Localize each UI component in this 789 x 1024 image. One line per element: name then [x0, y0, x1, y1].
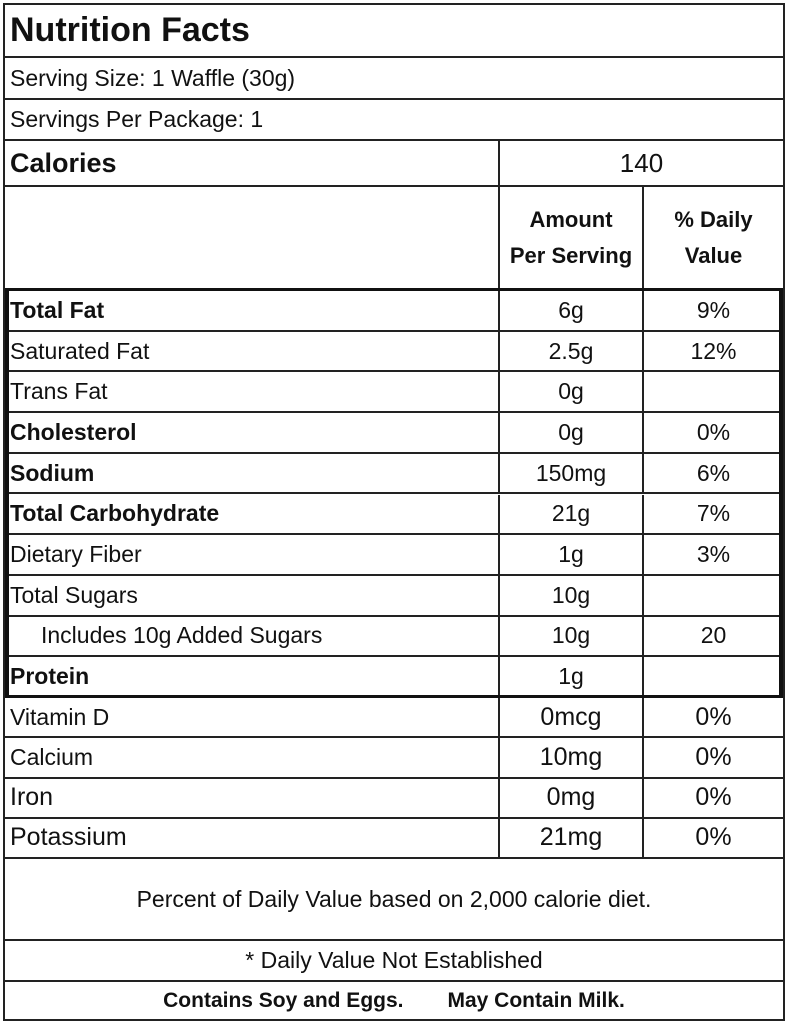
nutrient-daily-value: 20	[642, 616, 783, 656]
calories-value: 140	[498, 141, 783, 185]
vitamin-row: Potassium 21mg 0%	[5, 818, 783, 859]
nutrient-daily-value: 0%	[642, 818, 783, 857]
nutrition-label: Nutrition Facts Serving Size: 1 Waffle (…	[3, 3, 785, 1021]
nutrient-daily-value: 0%	[642, 738, 783, 777]
nutrient-name: Sodium	[10, 459, 95, 486]
nutrient-name: Saturated Fat	[10, 337, 150, 364]
nutrient-amount: 2.5g	[498, 331, 642, 371]
nutrient-row: Total Fat 6g 9%	[5, 291, 783, 332]
vitamin-row: Iron 0mg 0%	[5, 778, 783, 819]
nutrient-daily-value: 6%	[642, 453, 783, 493]
column-header-row: Amount Per Serving % Daily Value	[5, 187, 783, 291]
daily-value-header: % Daily Value	[642, 187, 783, 288]
nutrient-amount: 0mg	[498, 778, 642, 817]
nutrient-amount: 10g	[498, 616, 642, 656]
nutrient-daily-value: 7%	[642, 494, 783, 534]
nutrient-name: Calcium	[10, 743, 94, 770]
nutrient-row: Includes 10g Added Sugars 10g 20	[5, 616, 783, 658]
vitamin-row: Vitamin D 0mcg 0%	[5, 698, 783, 739]
servings-per-package: Servings Per Package: 1	[10, 106, 264, 132]
label-title: Nutrition Facts	[10, 11, 250, 49]
may-contain-statement: May Contain Milk.	[447, 988, 625, 1012]
nutrient-name: Includes 10g Added Sugars	[41, 622, 323, 649]
nutrient-daily-value	[642, 575, 783, 615]
nutrient-daily-value	[642, 372, 783, 412]
amount-header: Amount Per Serving	[498, 187, 642, 288]
nutrient-name: Total Carbohydrate	[10, 500, 220, 527]
nutrient-amount: 21g	[498, 494, 642, 534]
nutrient-amount: 1g	[498, 657, 642, 695]
nutrient-daily-value: 9%	[642, 291, 783, 330]
nutrient-row: Total Carbohydrate 21g 7%	[5, 494, 783, 536]
nutrient-row: Saturated Fat 2.5g 12%	[5, 331, 783, 373]
nutrient-name: Total Fat	[10, 296, 105, 323]
nutrient-name: Potassium	[10, 823, 127, 852]
nutrient-amount: 6g	[498, 291, 642, 330]
contains-statement: Contains Soy and Eggs.	[163, 988, 404, 1012]
nutrient-name: Trans Fat	[10, 378, 108, 405]
nutrient-amount: 1g	[498, 535, 642, 574]
nutrient-daily-value: 0%	[642, 698, 783, 737]
nutrient-name: Vitamin D	[10, 703, 110, 730]
nutrient-row: Total Sugars 10g	[5, 575, 783, 617]
nutrient-block-left-border	[5, 291, 9, 698]
nutrient-amount: 10g	[498, 575, 642, 615]
nutrient-name: Dietary Fiber	[10, 541, 142, 568]
nutrient-row: Cholesterol 0g 0%	[5, 413, 783, 454]
nutrient-amount: 0mcg	[498, 698, 642, 737]
allergen-row: Contains Soy and Eggs. May Contain Milk.	[5, 982, 783, 1019]
nutrient-amount: 21mg	[498, 818, 642, 857]
nutrient-daily-value: 0%	[642, 413, 783, 452]
nutrient-amount: 10mg	[498, 738, 642, 777]
daily-value-footnote: Percent of Daily Value based on 2,000 ca…	[136, 885, 652, 912]
nutrient-amount: 0g	[498, 372, 642, 412]
vitamin-row: Calcium 10mg 0%	[5, 738, 783, 779]
nutrient-name: Cholesterol	[10, 418, 137, 445]
footnote-row: Percent of Daily Value based on 2,000 ca…	[5, 859, 783, 941]
nutrient-amount: 0g	[498, 413, 642, 452]
serving-size: Serving Size: 1 Waffle (30g)	[10, 64, 296, 91]
nutrient-name: Total Sugars	[10, 581, 138, 608]
title-row: Nutrition Facts	[5, 5, 783, 58]
nutrient-row: Dietary Fiber 1g 3%	[5, 535, 783, 576]
nutrient-daily-value: 0%	[642, 778, 783, 817]
allergen-statement: Contains Soy and Eggs. May Contain Milk.	[5, 982, 783, 1019]
nutrient-daily-value: 12%	[642, 331, 783, 371]
nutrient-row: Trans Fat 0g	[5, 372, 783, 414]
header-blank	[5, 187, 498, 288]
not-established-note: * Daily Value Not Established	[245, 947, 543, 973]
serving-size-row: Serving Size: 1 Waffle (30g)	[5, 58, 783, 100]
nutrient-name: Iron	[10, 783, 54, 812]
not-established-row: * Daily Value Not Established	[5, 941, 783, 982]
nutrient-daily-value	[642, 657, 783, 695]
nutrient-amount: 150mg	[498, 453, 642, 493]
nutrient-daily-value: 3%	[642, 535, 783, 574]
calories-row: Calories 140	[5, 141, 783, 187]
nutrient-name: Protein	[10, 662, 90, 689]
nutrient-block-right-border	[779, 291, 783, 698]
calories-label: Calories	[10, 147, 117, 178]
nutrient-row: Protein 1g	[5, 657, 783, 698]
servings-per-package-row: Servings Per Package: 1	[5, 100, 783, 141]
nutrient-row: Sodium 150mg 6%	[5, 453, 783, 495]
